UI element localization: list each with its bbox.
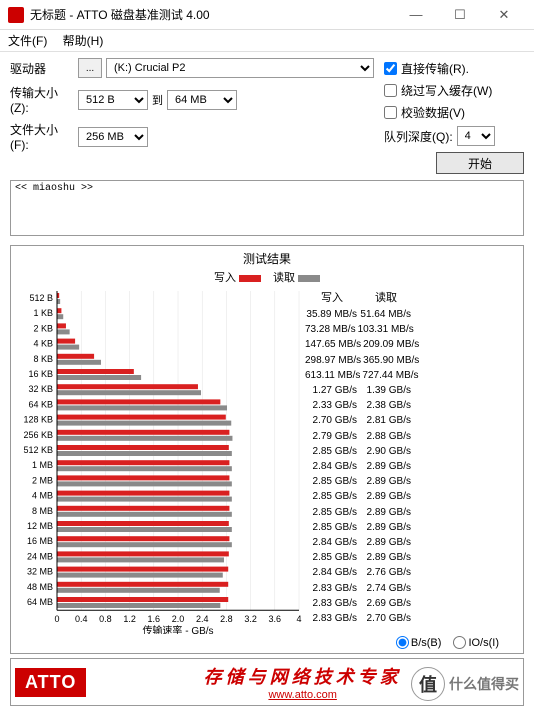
watermark-badge: 值	[411, 667, 445, 701]
transfer-from-select[interactable]: 512 B	[78, 90, 148, 110]
read-header: 读取	[359, 289, 413, 305]
svg-text:16 MB: 16 MB	[27, 536, 53, 546]
svg-text:64 KB: 64 KB	[28, 399, 53, 409]
maximize-button[interactable]: ☐	[438, 0, 482, 30]
svg-text:3.2: 3.2	[244, 614, 257, 624]
svg-text:4 MB: 4 MB	[32, 491, 53, 501]
data-table: 写入 读取 35.89 MB/s51.64 MB/s73.28 MB/s103.…	[305, 289, 413, 634]
svg-text:64 MB: 64 MB	[27, 597, 53, 607]
table-row: 73.28 MB/s103.31 MB/s	[305, 322, 413, 337]
svg-text:1.2: 1.2	[123, 614, 136, 624]
table-row: 2.84 GB/s2.89 GB/s	[305, 535, 413, 550]
drive-label: 驱动器	[10, 60, 74, 77]
write-header: 写入	[305, 289, 359, 305]
table-row: 2.83 GB/s2.70 GB/s	[305, 611, 413, 626]
table-row: 2.85 GB/s2.89 GB/s	[305, 474, 413, 489]
table-row: 2.83 GB/s2.74 GB/s	[305, 581, 413, 596]
minimize-button[interactable]: —	[394, 0, 438, 30]
bypass-cache-label: 绕过写入缓存(W)	[401, 82, 492, 99]
transfer-size-label: 传输大小(Z):	[10, 84, 74, 115]
watermark-text: 什么值得买	[449, 674, 519, 694]
table-row: 2.85 GB/s2.89 GB/s	[305, 520, 413, 535]
table-row: 2.85 GB/s2.90 GB/s	[305, 444, 413, 459]
watermark: 值 什么值得买	[411, 667, 519, 701]
table-row: 2.84 GB/s2.89 GB/s	[305, 459, 413, 474]
direct-io-label: 直接传输(R).	[401, 60, 469, 77]
svg-text:2.8: 2.8	[220, 614, 233, 624]
svg-text:4 KB: 4 KB	[33, 339, 53, 349]
svg-text:3.6: 3.6	[269, 614, 282, 624]
file-size-select[interactable]: 256 MB	[78, 127, 148, 147]
table-row: 2.83 GB/s2.69 GB/s	[305, 596, 413, 611]
svg-text:0.8: 0.8	[99, 614, 112, 624]
svg-text:32 MB: 32 MB	[27, 567, 53, 577]
verify-data-label: 校验数据(V)	[401, 104, 465, 121]
svg-text:0.4: 0.4	[75, 614, 88, 624]
svg-text:8 KB: 8 KB	[33, 354, 53, 364]
start-button[interactable]: 开始	[436, 152, 524, 174]
table-row: 2.85 GB/s2.89 GB/s	[305, 505, 413, 520]
table-row: 2.85 GB/s2.89 GB/s	[305, 489, 413, 504]
svg-text:256 KB: 256 KB	[23, 430, 53, 440]
footer-url[interactable]: www.atto.com	[268, 689, 336, 701]
close-button[interactable]: ✕	[482, 0, 526, 30]
svg-text:48 MB: 48 MB	[27, 582, 53, 592]
unit-bs-radio[interactable]	[396, 636, 409, 649]
chart-legend: 写入 读取	[15, 269, 519, 285]
svg-text:0: 0	[54, 614, 59, 624]
table-row: 2.70 GB/s2.81 GB/s	[305, 413, 413, 428]
to-label: 到	[152, 92, 163, 108]
bypass-cache-checkbox[interactable]	[384, 84, 397, 97]
table-row: 35.89 MB/s51.64 MB/s	[305, 307, 413, 322]
menu-help[interactable]: 帮助(H)	[63, 34, 104, 48]
table-row: 2.84 GB/s2.76 GB/s	[305, 565, 413, 580]
description-textarea[interactable]: << miaoshu >>	[10, 180, 524, 236]
table-row: 2.79 GB/s2.88 GB/s	[305, 429, 413, 444]
table-row: 1.27 GB/s1.39 GB/s	[305, 383, 413, 398]
svg-text:2 KB: 2 KB	[33, 323, 53, 333]
menu-file[interactable]: 文件(F)	[8, 34, 47, 48]
svg-text:2 MB: 2 MB	[32, 475, 53, 485]
svg-text:16 KB: 16 KB	[28, 369, 53, 379]
svg-text:2.4: 2.4	[196, 614, 209, 624]
svg-text:24 MB: 24 MB	[27, 551, 53, 561]
drive-select[interactable]: (K:) Crucial P2	[106, 58, 374, 78]
verify-data-checkbox[interactable]	[384, 106, 397, 119]
table-row: 613.11 MB/s727.44 MB/s	[305, 368, 413, 383]
bar-chart: 0 0.4 0.8 1.2 1.6 2.0 2.4 2.8 3.2 3.6 4 512 B 1 KB 2 …	[15, 289, 305, 634]
svg-text:传输速率 - GB/s: 传输速率 - GB/s	[142, 624, 213, 634]
atto-logo: ATTO	[15, 668, 86, 697]
results-title: 测试结果	[15, 250, 519, 267]
svg-text:512 KB: 512 KB	[23, 445, 53, 455]
svg-text:12 MB: 12 MB	[27, 521, 53, 531]
svg-text:1 MB: 1 MB	[32, 460, 53, 470]
footer: ATTO 存储与网络技术专家 www.atto.com 值 什么值得买	[10, 658, 524, 706]
app-icon	[8, 7, 24, 23]
table-row: 298.97 MB/s365.90 MB/s	[305, 353, 413, 368]
table-row: 2.33 GB/s2.38 GB/s	[305, 398, 413, 413]
table-row: 2.85 GB/s2.89 GB/s	[305, 550, 413, 565]
unit-ios-radio[interactable]	[453, 636, 466, 649]
svg-text:512 B: 512 B	[29, 293, 53, 303]
direct-io-checkbox[interactable]	[384, 62, 397, 75]
svg-text:1 KB: 1 KB	[33, 308, 53, 318]
queue-depth-label: 队列深度(Q):	[384, 128, 453, 145]
table-row: 147.65 MB/s209.09 MB/s	[305, 337, 413, 352]
title-bar: 无标题 - ATTO 磁盘基准测试 4.00 — ☐ ✕	[0, 0, 534, 30]
file-size-label: 文件大小(F):	[10, 121, 74, 152]
svg-text:4: 4	[296, 614, 301, 624]
window-title: 无标题 - ATTO 磁盘基准测试 4.00	[30, 6, 394, 23]
transfer-to-select[interactable]: 64 MB	[167, 90, 237, 110]
browse-button[interactable]: ...	[78, 58, 102, 78]
menu-bar: 文件(F) 帮助(H)	[0, 30, 534, 52]
svg-text:128 KB: 128 KB	[23, 415, 53, 425]
svg-text:1.6: 1.6	[148, 614, 161, 624]
results-panel: 测试结果 写入 读取 0 0.4 0.8 1.2 1.6 2.0 2.4 2.8 3.2 3.6 4…	[10, 245, 524, 654]
queue-depth-select[interactable]: 4	[457, 126, 495, 146]
svg-text:32 KB: 32 KB	[28, 384, 53, 394]
svg-text:8 MB: 8 MB	[32, 506, 53, 516]
svg-text:2.0: 2.0	[172, 614, 185, 624]
